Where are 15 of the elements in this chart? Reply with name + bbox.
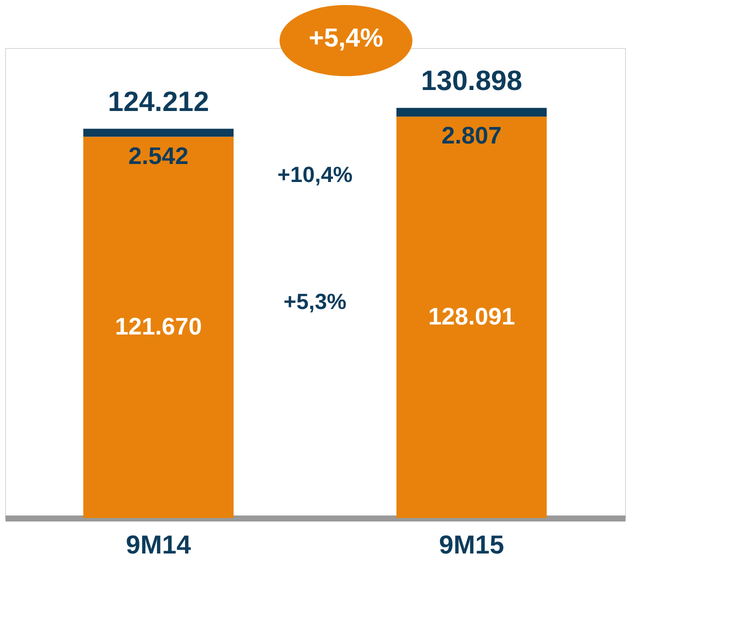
bar bbox=[83, 136, 234, 518]
bar bbox=[396, 108, 547, 117]
bar bbox=[396, 116, 547, 518]
total-label: 130.898 bbox=[420, 64, 522, 96]
x-tick-label: 9M15 bbox=[439, 530, 504, 560]
total-label: 124.212 bbox=[108, 86, 210, 117]
data-label: 2.807 bbox=[442, 122, 502, 150]
annotation: +5,3% bbox=[284, 288, 346, 314]
annotation: +5,4% bbox=[308, 22, 384, 53]
x-tick-label: 9M14 bbox=[126, 530, 192, 560]
data-label: 121.670 bbox=[115, 313, 202, 340]
bar bbox=[83, 128, 234, 137]
data-label: 128.091 bbox=[428, 303, 515, 330]
data-label: 2.542 bbox=[128, 142, 188, 170]
annotation: +10,4% bbox=[277, 162, 353, 187]
